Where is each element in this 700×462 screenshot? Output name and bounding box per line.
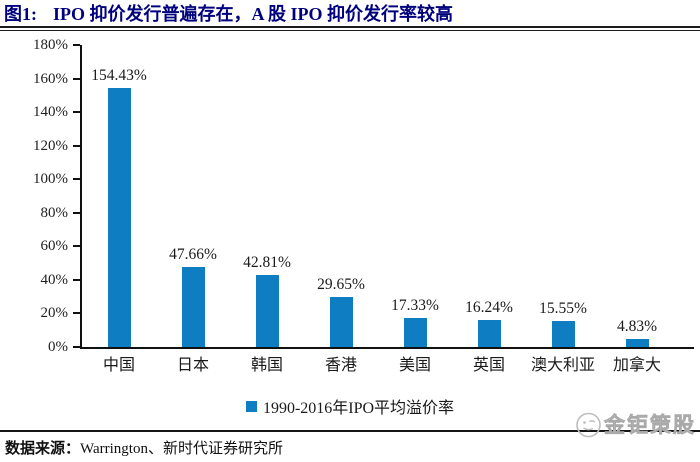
category-label-英国: 英国 bbox=[472, 357, 505, 374]
category-label-加拿大: 加拿大 bbox=[612, 357, 661, 374]
y-axis-tick bbox=[73, 312, 80, 315]
watermark-text: 金钜策股 bbox=[604, 412, 696, 437]
figure-label: 图1: bbox=[4, 4, 37, 24]
y-axis-label: 140% bbox=[33, 104, 68, 121]
figure-header: 图1: IPO 抑价发行普遍存在，A 股 IPO 抑价发行率较高 bbox=[4, 3, 696, 25]
bar-日本 bbox=[181, 267, 205, 347]
source-label: 数据来源： bbox=[5, 441, 81, 457]
y-axis-tick bbox=[73, 245, 80, 248]
bar-美国 bbox=[403, 317, 427, 347]
category-label-日本: 日本 bbox=[176, 357, 209, 374]
coin-face-icon bbox=[576, 412, 601, 438]
y-axis-tick bbox=[73, 111, 80, 114]
bar-香港 bbox=[329, 297, 353, 347]
bar-value-label: 154.43% bbox=[91, 66, 147, 84]
y-axis-tick bbox=[73, 144, 80, 147]
legend-swatch bbox=[245, 400, 257, 412]
bar-value-label: 29.65% bbox=[317, 276, 365, 294]
y-axis-tick bbox=[73, 278, 80, 281]
source-note: 数据来源：Warrington、新时代证券研究所 bbox=[5, 437, 283, 458]
y-axis-label: 120% bbox=[33, 137, 68, 154]
y-axis-label: 0% bbox=[48, 339, 68, 355]
bar-value-label: 42.81% bbox=[243, 254, 291, 272]
plot-area: 0% 20% 40% 60% 80% 100% 120% 140% 160% 180% 154.43… bbox=[33, 37, 694, 374]
bar-value-label: 47.66% bbox=[169, 246, 217, 264]
chart-legend: 1990-2016年IPO平均溢价率 bbox=[0, 394, 700, 418]
legend-label: 1990-2016年IPO平均溢价率 bbox=[262, 400, 455, 417]
source-text: Warrington、新时代证券研究所 bbox=[80, 441, 283, 457]
y-axis-label: 80% bbox=[40, 204, 69, 221]
y-axis-label: 60% bbox=[40, 238, 69, 255]
bar-韩国 bbox=[255, 275, 279, 347]
category-label-中国: 中国 bbox=[102, 357, 135, 374]
y-axis-label: 20% bbox=[40, 305, 69, 322]
bar-中国 bbox=[107, 87, 131, 347]
bar-value-label: 16.24% bbox=[465, 298, 513, 316]
bar-澳大利亚 bbox=[551, 320, 575, 347]
title-divider bbox=[0, 26, 700, 31]
category-label-美国: 美国 bbox=[398, 357, 431, 374]
y-axis-tick bbox=[73, 178, 80, 181]
y-axis-label: 40% bbox=[40, 271, 69, 288]
watermark: 金钜策股 bbox=[575, 411, 696, 438]
y-axis-tick bbox=[73, 77, 80, 80]
category-label-澳大利亚: 澳大利亚 bbox=[530, 357, 595, 374]
y-axis-label: 100% bbox=[33, 171, 68, 188]
bar-chart: 0% 20% 40% 60% 80% 100% 120% 140% 160% 180% 154.43… bbox=[0, 31, 700, 430]
category-label-韩国: 韩国 bbox=[250, 357, 283, 374]
bar-value-label: 4.83% bbox=[616, 317, 658, 335]
category-label-香港: 香港 bbox=[324, 357, 357, 374]
bar-value-label: 15.55% bbox=[539, 299, 587, 317]
bar-加拿大 bbox=[625, 338, 649, 347]
bar-value-label: 17.33% bbox=[391, 296, 439, 314]
source-divider bbox=[0, 430, 700, 432]
y-axis-tick bbox=[73, 211, 80, 214]
y-axis-tick bbox=[73, 346, 80, 348]
y-axis-label: 180% bbox=[33, 37, 68, 53]
figure-title: IPO 抑价发行普遍存在，A 股 IPO 抑价发行率较高 bbox=[53, 4, 454, 24]
bar-英国 bbox=[477, 319, 501, 347]
y-axis-tick bbox=[73, 44, 80, 46]
y-axis-label: 160% bbox=[33, 70, 68, 87]
